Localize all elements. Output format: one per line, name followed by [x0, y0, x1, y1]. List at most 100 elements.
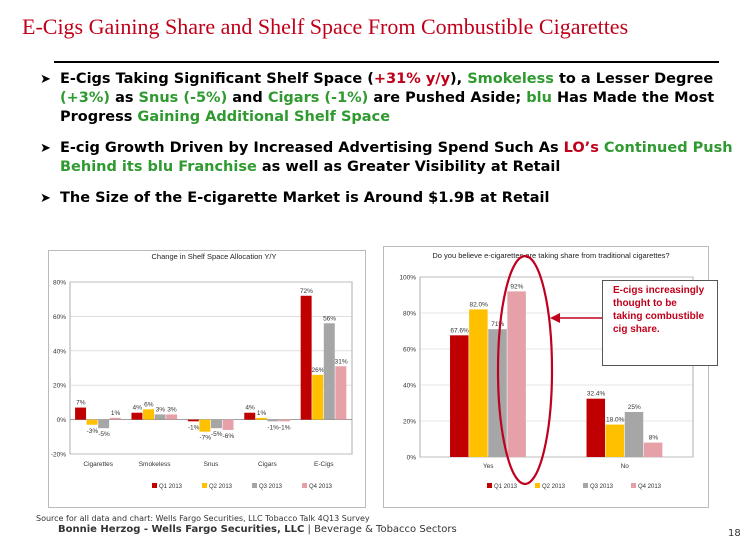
bullet1-cigars: Cigars (-1%)	[267, 90, 369, 106]
bar	[507, 291, 526, 457]
data-label: 6%	[144, 401, 154, 408]
data-label: 1%	[257, 410, 267, 417]
bullet1-text: and	[227, 90, 268, 106]
data-label: 71%	[491, 321, 504, 328]
data-label: 8%	[649, 435, 659, 442]
y-tick-label: 40%	[403, 383, 416, 390]
data-label: 56%	[323, 315, 336, 322]
legend-swatch	[152, 483, 157, 488]
bar	[643, 442, 663, 457]
shelf-space-chart-svg: Change in Shelf Space Allocation Y/Y -20%…	[48, 250, 366, 508]
legend-swatch	[535, 483, 540, 488]
legend-label: Q3 2013	[590, 484, 614, 490]
footer-sector: | Beverage & Tobacco Sectors	[304, 524, 457, 535]
bar	[131, 412, 143, 420]
bullet1-smokeless-change: (+3%)	[60, 90, 111, 106]
bullet1-ecig-change: +31% y/y	[373, 71, 451, 87]
data-label: -5%	[211, 431, 223, 438]
data-label: 4%	[245, 405, 255, 412]
footer-attribution: Bonnie Herzog - Wells Fargo Securities, …	[58, 524, 457, 535]
x-tick-label: Cigarettes	[83, 461, 113, 468]
arrow-bullet-icon: ➤	[40, 191, 51, 206]
y-tick-label: 20%	[403, 419, 416, 426]
data-label: 31%	[335, 358, 348, 365]
bullet3-text: The Size of the E-cigarette Market is Ar…	[60, 190, 550, 206]
shelf-space-chart: Change in Shelf Space Allocation Y/Y -20%…	[48, 250, 366, 508]
bar	[278, 419, 290, 422]
bullet1-snus: Snus (-5%)	[138, 90, 228, 106]
bullet1-text: are Pushed Aside;	[368, 90, 527, 106]
legend-label: Q4 2013	[638, 484, 662, 490]
bar	[143, 409, 154, 420]
x-tick-label: E-Cigs	[314, 461, 334, 468]
legend-swatch	[202, 483, 207, 488]
bar	[187, 419, 199, 422]
data-label: -3%	[87, 428, 99, 435]
bar	[335, 366, 347, 420]
title-divider	[54, 61, 719, 63]
data-label: 26%	[312, 367, 325, 374]
data-label: 72%	[300, 288, 313, 295]
bar	[244, 412, 256, 420]
data-label: 7%	[76, 400, 86, 407]
x-tick-label: Snus	[204, 461, 220, 468]
data-label: 92%	[510, 283, 523, 290]
data-label: 4%	[133, 405, 143, 412]
data-label: 3%	[167, 406, 177, 413]
bullet-item-2: ➤ E-cig Growth Driven by Increased Adver…	[40, 139, 745, 177]
bar	[166, 414, 178, 420]
legend-swatch	[302, 483, 307, 488]
bullet2-text: E-cig Growth Driven by Increased Adverti…	[60, 140, 564, 156]
y-tick-label: 60%	[403, 347, 416, 354]
data-label: 18.0%	[606, 417, 625, 424]
data-label: 1%	[111, 410, 121, 417]
bar	[255, 417, 267, 420]
arrow-bullet-icon: ➤	[40, 72, 51, 87]
bullet1-smokeless: Smokeless	[467, 71, 554, 87]
legend-label: Q1 2013	[159, 484, 183, 490]
bar	[98, 419, 110, 429]
legend-swatch	[487, 483, 492, 488]
data-label: -7%	[199, 435, 211, 442]
legend-swatch	[252, 483, 257, 488]
chart-title: Change in Shelf Space Allocation Y/Y	[152, 252, 277, 261]
data-label: -5%	[98, 431, 110, 438]
y-tick-label: 60%	[53, 314, 66, 321]
y-tick-label: 20%	[53, 383, 66, 390]
bullet1-text: to a Lesser Degree	[553, 71, 714, 87]
x-tick-label: No	[621, 463, 630, 470]
y-tick-label: 0%	[57, 417, 67, 424]
chart-title: Do you believe e-cigarettes are taking s…	[432, 251, 669, 260]
bar	[222, 419, 234, 430]
y-tick-label: 100%	[399, 275, 416, 282]
y-tick-label: 40%	[53, 348, 66, 355]
data-label: 25%	[628, 404, 641, 411]
data-label: 3%	[156, 406, 166, 413]
bullet1-text: E-Cigs Taking Significant Shelf Space (	[60, 71, 374, 87]
bar	[211, 419, 222, 429]
highlight-ellipse	[496, 254, 554, 486]
legend-label: Q1 2013	[494, 484, 518, 490]
legend-swatch	[631, 483, 636, 488]
data-label: -6%	[223, 433, 235, 440]
data-label: -1%	[279, 424, 291, 431]
y-tick-label: 0%	[407, 455, 417, 462]
bar	[267, 419, 279, 422]
bar	[199, 419, 211, 432]
bar	[300, 295, 312, 420]
bar	[605, 424, 625, 457]
bar	[109, 417, 121, 420]
bar	[75, 407, 87, 420]
bullet1-text: ),	[450, 71, 468, 87]
bar	[586, 398, 606, 457]
data-label: -1%	[188, 424, 200, 431]
bar	[450, 335, 469, 457]
bar	[624, 412, 644, 457]
bullet1-shelf-space: Gaining Additional Shelf Space	[137, 109, 391, 125]
data-label: 67.6%	[450, 327, 469, 334]
bullet-list: ➤ E-Cigs Taking Significant Shelf Space …	[40, 70, 745, 220]
legend-label: Q2 2013	[542, 484, 566, 490]
bar	[312, 374, 324, 420]
x-tick-label: Smokeless	[139, 461, 172, 468]
legend-label: Q4 2013	[309, 484, 333, 490]
